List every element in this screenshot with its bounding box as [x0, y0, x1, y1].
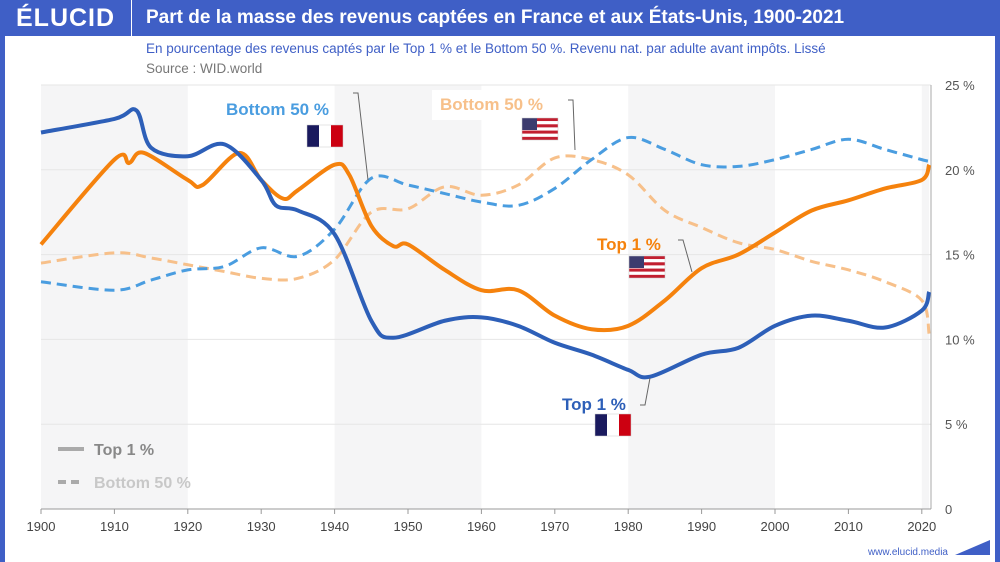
y-tick-label: 0: [945, 502, 952, 517]
logo-mark-icon: [955, 540, 990, 555]
flag-usa-icon: [521, 117, 559, 141]
flag-stripe: [522, 127, 558, 131]
x-tick-label: 1910: [100, 519, 129, 534]
x-tick-label: 1920: [173, 519, 202, 534]
y-tick-label: 5 %: [945, 417, 968, 432]
logo: ÉLUCID: [16, 4, 116, 32]
header-bar: ÉLUCID Part de la masse des revenus capt…: [0, 0, 1000, 36]
x-tick-label: 1930: [247, 519, 276, 534]
flag-stripe: [629, 274, 665, 278]
x-tick-label: 1940: [320, 519, 349, 534]
flag-border: [306, 124, 344, 148]
series-line-france-bottom50: [40, 135, 930, 292]
flag-stripe: [522, 133, 558, 137]
legend-label: Top 1 %: [94, 442, 154, 459]
y-tick-label: 25 %: [945, 78, 975, 93]
flag-border: [594, 413, 632, 437]
x-tick-label: 1980: [614, 519, 643, 534]
annotation-label: Top 1 %: [562, 395, 626, 414]
y-tick-label: 10 %: [945, 332, 975, 347]
annotation-leader: [640, 377, 651, 406]
flag-stripe: [522, 136, 558, 140]
flag-canton: [629, 256, 644, 268]
x-tick-label: 1960: [467, 519, 496, 534]
flag-canton: [522, 118, 537, 130]
footer-url: www.elucid.media: [867, 547, 948, 558]
flag-blue: [307, 125, 319, 147]
flag-white: [607, 414, 619, 436]
chart-subtitle: En pourcentage des revenus captés par le…: [146, 41, 826, 56]
x-tick-label: 1990: [687, 519, 716, 534]
flag-stripe: [629, 256, 665, 260]
flag-red: [331, 125, 343, 147]
annotation-label: Top 1 %: [597, 235, 661, 254]
header-divider: [131, 0, 132, 36]
flag-stripe: [629, 265, 665, 269]
flag-france-icon: [306, 124, 344, 148]
y-tick-label: 15 %: [945, 248, 975, 263]
flag-border: [521, 117, 559, 141]
flag-stripe: [522, 130, 558, 134]
x-tick-label: 2000: [761, 519, 790, 534]
x-tick-label: 2010: [834, 519, 863, 534]
y-tick-label: 20 %: [945, 163, 975, 178]
series-line-france-top1: [40, 107, 932, 380]
flag-blue: [595, 414, 607, 436]
flag-usa-icon: [628, 255, 666, 279]
chart-title: Part de la masse des revenus captées en …: [146, 7, 845, 28]
x-tick-label: 1950: [394, 519, 423, 534]
x-tick-label: 1900: [27, 519, 56, 534]
legend-label: Bottom 50 %: [94, 475, 191, 492]
annotation-bg: [432, 90, 562, 120]
annotation-leader: [568, 99, 576, 151]
flag-stripe: [522, 124, 558, 128]
x-tick-label: 2020: [907, 519, 936, 534]
flag-stripe: [629, 271, 665, 275]
flag-red: [619, 414, 631, 436]
flag-stripe: [629, 259, 665, 263]
flag-stripe: [522, 121, 558, 125]
background-band: [921, 85, 930, 509]
background-band: [334, 85, 482, 509]
flag-border: [628, 255, 666, 279]
flag-france-icon: [594, 413, 632, 437]
x-tick-label: 1970: [540, 519, 569, 534]
chart-source: Source : WID.world: [146, 61, 263, 76]
series-line-tatsunis-bottom50: [40, 154, 931, 335]
annotation-label: Bottom 50 %: [440, 95, 543, 114]
series-line-tatsunis-top1: [39, 150, 932, 333]
flag-white: [319, 125, 331, 147]
flag-stripe: [522, 118, 558, 122]
annotation-label: Bottom 50 %: [226, 100, 329, 119]
flag-stripe: [629, 262, 665, 266]
flag-stripe: [629, 268, 665, 272]
annotation-leader: [678, 239, 693, 273]
background-band: [628, 85, 775, 509]
annotation-leader: [353, 92, 369, 181]
